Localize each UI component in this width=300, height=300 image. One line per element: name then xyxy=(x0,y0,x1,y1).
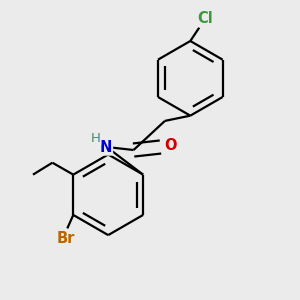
Text: N: N xyxy=(100,140,112,154)
Text: Cl: Cl xyxy=(197,11,213,26)
Text: H: H xyxy=(90,132,100,145)
Text: O: O xyxy=(164,138,176,153)
Text: Br: Br xyxy=(57,231,75,246)
